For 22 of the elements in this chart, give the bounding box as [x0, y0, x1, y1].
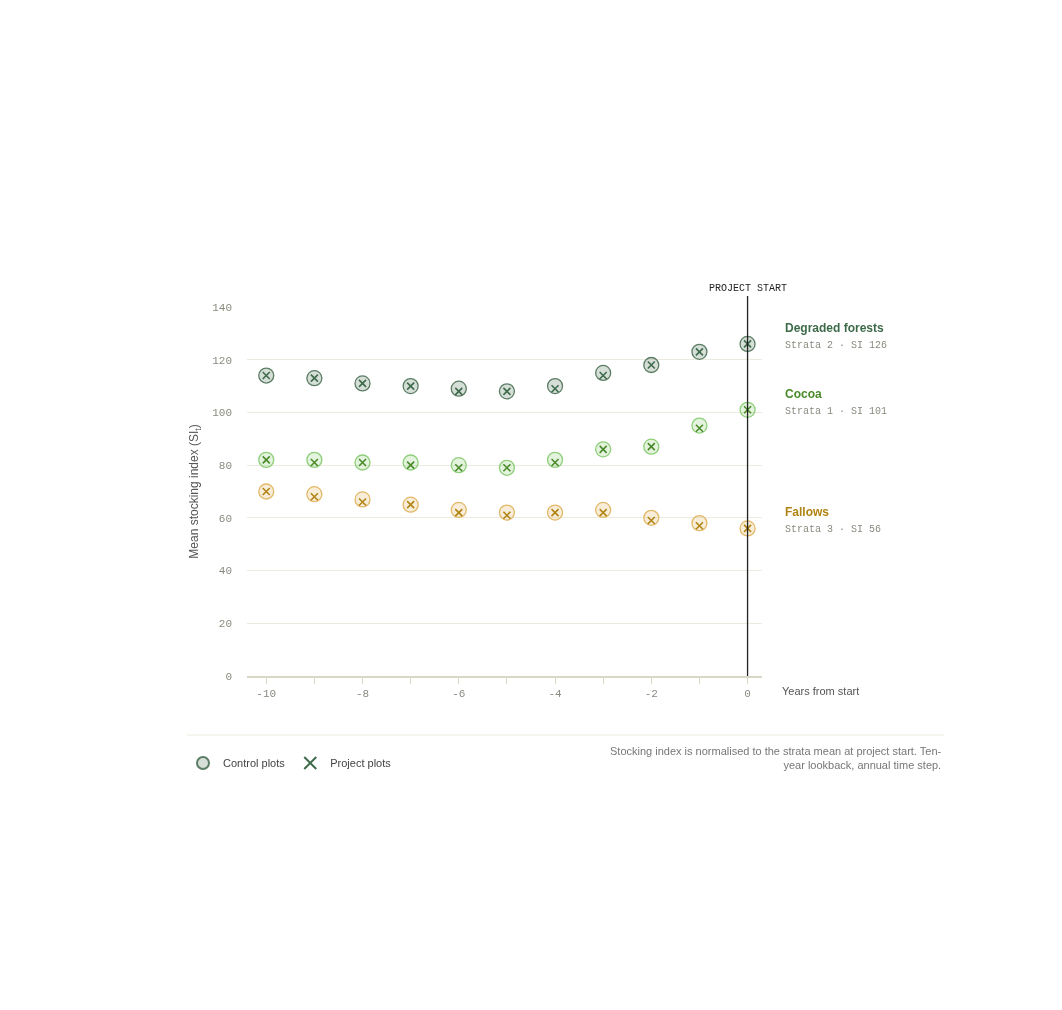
ref-line-label: PROJECT START — [709, 283, 788, 294]
y-tick-label: 80 — [218, 459, 232, 472]
x-axis-title: Years from start — [782, 685, 860, 697]
text: Cocoa Strata 1 · SI 101 — [785, 387, 888, 417]
x-tick-label: 0 — [744, 687, 751, 700]
x-tick-label: -2 — [644, 687, 658, 700]
y-tick-label: 100 — [212, 407, 232, 420]
y-tick-label: 0 — [225, 670, 232, 683]
text: Degraded forests Strata 2 · SI 126 — [785, 321, 888, 351]
y-tick-label: 60 — [218, 512, 232, 525]
x-tick-label: -8 — [355, 687, 370, 700]
text: Fallows Strata 3 · SI 56 — [785, 505, 882, 535]
x-tick-label: -6 — [452, 687, 466, 700]
x-tick-label: -4 — [548, 687, 563, 700]
x-tick-label: -10 — [256, 687, 277, 700]
y-tick-label: 20 — [218, 618, 232, 631]
legend-label: Project plots — [330, 757, 392, 770]
y-tick-label: 40 — [218, 565, 232, 578]
y-tick-label: 140 — [212, 301, 232, 314]
legend-label: Control plots — [223, 757, 286, 770]
y-tick-label: 120 — [212, 354, 232, 367]
text: Stocking index is normalised to the strata mean at project start. Ten- year lookback, annual time step. — [610, 745, 942, 772]
